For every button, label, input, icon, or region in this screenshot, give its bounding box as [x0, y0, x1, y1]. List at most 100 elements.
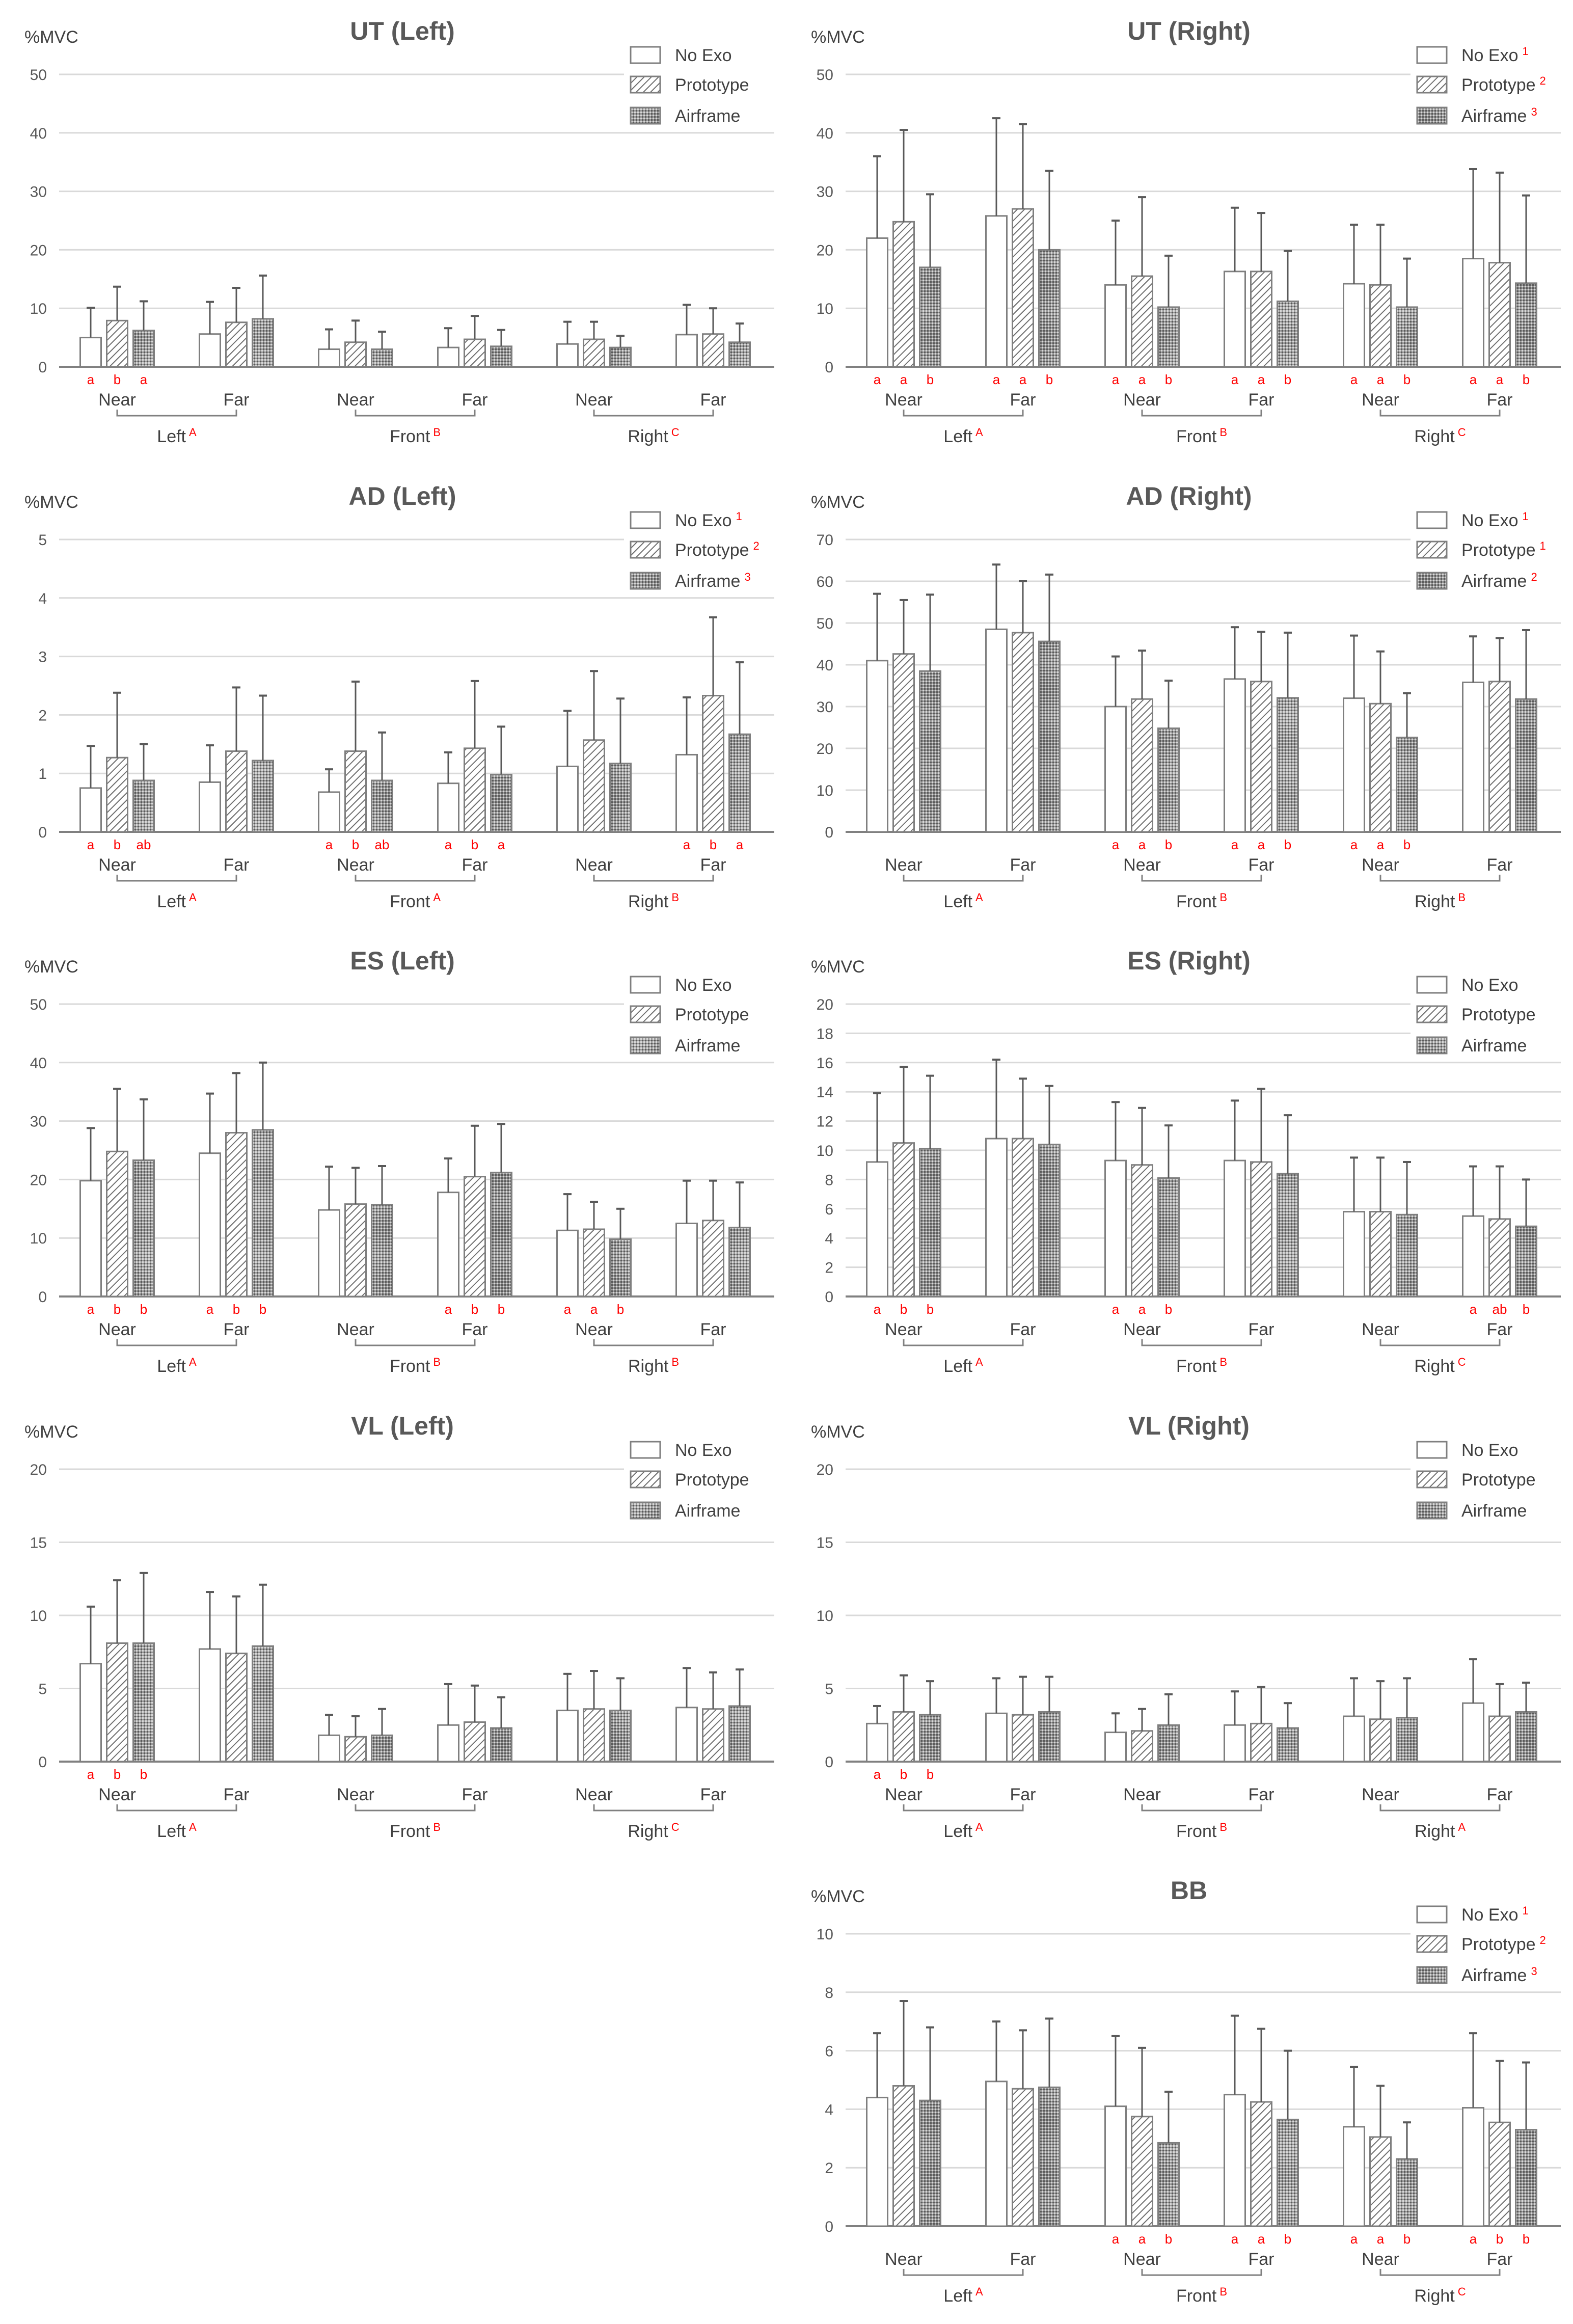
significance-letter: b [352, 837, 359, 852]
significance-letter: a [1470, 372, 1477, 387]
legend-item: Prototype 1 [1461, 539, 1546, 560]
significance-letter: b [1403, 372, 1411, 387]
y-tick-label: 30 [817, 699, 833, 716]
group-superscript: A [975, 2285, 983, 2298]
bar-prototype [1488, 681, 1511, 833]
y-tick-label: 10 [817, 782, 833, 799]
group-label: Front B [1176, 1821, 1227, 1841]
group-superscript: B [1458, 891, 1466, 904]
group-label: Front B [390, 426, 441, 446]
group-label: Left A [157, 426, 197, 446]
legend-superscript: 2 [1531, 571, 1537, 583]
y-axis-label: %MVC [811, 1422, 865, 1442]
bar-prototype [892, 221, 915, 368]
bar-prototype [1369, 2136, 1392, 2227]
y-tick-label: 20 [817, 242, 833, 259]
x-category-label: Near [1362, 390, 1399, 410]
significance-letter: a [1377, 372, 1385, 387]
y-tick-label: 20 [817, 1462, 833, 1478]
significance-letter: a [1258, 837, 1265, 852]
bar-no-exo [1224, 1159, 1246, 1298]
group-bracket [593, 875, 714, 882]
bar-prototype [464, 1721, 486, 1763]
significance-letter: a [683, 837, 691, 852]
legend: No Exo 1 Prototype 2 Airframe 3 [1411, 1900, 1573, 1989]
legend-label: Airframe [675, 1501, 740, 1521]
y-tick-label: 0 [38, 824, 47, 841]
significance-letter: a [1496, 372, 1504, 387]
chart-es-right: ES (Right) %MVC 0 2 4 6 8 10 12 14 16 18 20 No Exo Pro… [811, 947, 1573, 1376]
group-label: Right C [628, 1821, 679, 1841]
group-bracket [355, 1339, 476, 1346]
legend: No Exo 1 Prototype 1 Airframe 2 [1411, 506, 1573, 595]
bar-prototype [1250, 1722, 1272, 1763]
legend: No Exo Prototype Airframe [624, 41, 786, 130]
bar-airframe [1157, 306, 1180, 368]
group-bracket [116, 1339, 237, 1346]
bar-no-exo [556, 343, 579, 368]
x-category-label: Far [1249, 2250, 1274, 2269]
legend-label: Airframe [675, 106, 740, 126]
legend: No Exo 1 Prototype 2 Airframe 3 [624, 506, 786, 595]
y-axis-label: %MVC [24, 957, 78, 977]
legend-swatch-no-exo [630, 1441, 661, 1459]
x-category-label: Far [1010, 1785, 1036, 1804]
legend-superscript: 2 [1540, 1934, 1546, 1947]
bar-airframe [1038, 249, 1061, 368]
legend: No Exo Prototype Airframe [1411, 970, 1573, 1060]
legend-label: No Exo [1461, 976, 1518, 995]
x-category-label: Far [1487, 2250, 1513, 2269]
group-superscript: B [671, 891, 679, 904]
bar-airframe [1515, 282, 1537, 368]
group-superscript: B [1219, 426, 1227, 439]
y-axis-label: %MVC [811, 957, 865, 977]
group-bracket [593, 1339, 714, 1346]
legend-item: Airframe [1461, 1036, 1527, 1056]
x-category-label: Far [1249, 1320, 1274, 1339]
bar-prototype [464, 338, 486, 368]
significance-letter: a [1377, 2231, 1385, 2247]
bar-prototype [583, 1228, 605, 1298]
group-bracket [1141, 1339, 1262, 1346]
x-category-label: Far [224, 390, 250, 410]
significance-letter: a [326, 837, 333, 852]
significance-letter: b [1403, 837, 1411, 852]
y-tick-label: 12 [817, 1114, 833, 1130]
bar-airframe [919, 1148, 941, 1298]
bar-no-exo [79, 787, 102, 833]
significance-letter: a [1231, 2231, 1239, 2247]
group-bracket [593, 1804, 714, 1812]
legend-item: Prototype [1461, 1470, 1536, 1490]
significance-letter: b [1284, 372, 1291, 387]
bar-no-exo [866, 2096, 888, 2227]
legend-label: No Exo [1461, 46, 1518, 65]
significance-letter: b [114, 372, 121, 387]
bar-prototype [225, 1132, 248, 1298]
legend-item: No Exo [675, 976, 732, 995]
bar-no-exo [318, 348, 340, 368]
legend-swatch-prototype [630, 75, 661, 94]
y-tick-label: 15 [30, 1535, 47, 1552]
bar-prototype [702, 333, 724, 368]
legend-swatch-no-exo [630, 511, 661, 529]
bar-no-exo [437, 1192, 459, 1298]
y-tick-label: 5 [38, 1681, 47, 1698]
legend-swatch-airframe [630, 572, 661, 590]
legend-superscript: 1 [1523, 45, 1529, 58]
legend-label: Prototype [1461, 1005, 1536, 1024]
group-bracket [903, 2269, 1024, 2276]
legend-label: Prototype [1461, 75, 1536, 95]
group-bracket [1379, 410, 1501, 417]
legend-superscript: 1 [1523, 510, 1529, 523]
legend-item: No Exo [1461, 1441, 1518, 1460]
significance-letter: b [1165, 837, 1172, 852]
chart-title: VL (Left) [351, 1412, 454, 1440]
legend-swatch-no-exo [1416, 976, 1448, 994]
group-superscript: B [1219, 891, 1227, 904]
group-superscript: A [975, 1356, 983, 1368]
bar-airframe [371, 779, 393, 833]
bar-prototype [1131, 2116, 1153, 2227]
legend-label: Prototype [1461, 1935, 1536, 1954]
group-superscript: A [1458, 1821, 1466, 1833]
y-axis-label: %MVC [24, 493, 78, 512]
